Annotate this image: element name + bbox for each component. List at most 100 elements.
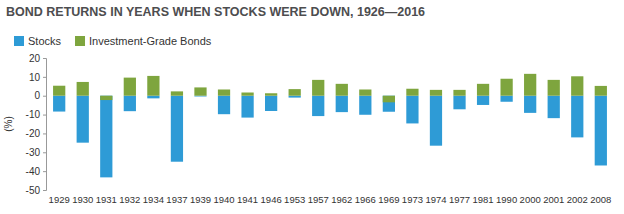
- y-tick: -50: [26, 185, 46, 196]
- x-tick-label: 2001: [543, 194, 564, 205]
- y-tick: -10: [26, 109, 46, 120]
- y-tick: 10: [29, 72, 46, 83]
- bar: [312, 80, 324, 96]
- y-tick-mark: [43, 58, 46, 59]
- x-tick-label: 1931: [96, 194, 117, 205]
- x-tick-label: 1977: [449, 194, 470, 205]
- x-tick-label: 1939: [190, 194, 211, 205]
- x-tick: 1934: [143, 194, 164, 205]
- x-tick: 1940: [213, 194, 234, 205]
- y-tick-mark: [43, 133, 46, 134]
- bar: [571, 76, 583, 95]
- y-axis-title: (%): [3, 116, 14, 132]
- x-tick: 2001: [543, 194, 564, 205]
- legend-swatch: [14, 36, 24, 46]
- bar: [406, 89, 418, 96]
- bar: [289, 96, 301, 98]
- bar: [548, 80, 560, 96]
- x-tick-label: 1953: [284, 194, 305, 205]
- y-tick-label: -20: [26, 128, 41, 139]
- bar: [53, 86, 65, 96]
- x-tick: 1969: [378, 194, 399, 205]
- x-tick: 1962: [331, 194, 352, 205]
- bar: [77, 82, 89, 96]
- bar: [124, 96, 136, 111]
- x-tick: 1974: [425, 194, 446, 205]
- x-tick: 1930: [72, 194, 93, 205]
- x-tick: 1981: [472, 194, 493, 205]
- bar: [336, 96, 348, 112]
- x-tick-label: 1929: [49, 194, 70, 205]
- y-tick: -40: [26, 166, 46, 177]
- bar: [265, 93, 277, 95]
- bar: [453, 90, 465, 96]
- bar: [430, 96, 442, 146]
- x-tick: 1932: [119, 194, 140, 205]
- bar: [595, 96, 607, 166]
- x-tick: 1939: [190, 194, 211, 205]
- legend-item: Stocks: [14, 35, 62, 47]
- bar: [359, 89, 371, 95]
- bar: [453, 96, 465, 110]
- bar: [312, 96, 324, 116]
- bar: [265, 96, 277, 111]
- bar: [477, 84, 489, 96]
- x-tick-label: 1957: [308, 194, 329, 205]
- y-tick-mark: [43, 171, 46, 172]
- x-tick: 1941: [237, 194, 258, 205]
- y-tick: 0: [34, 90, 46, 101]
- x-tick-label: 1962: [331, 194, 352, 205]
- x-tick-label: 1990: [496, 194, 517, 205]
- bar: [100, 96, 112, 178]
- plot-area: [53, 74, 607, 178]
- x-tick-label: 1946: [261, 194, 282, 205]
- y-tick-label: 0: [34, 90, 40, 101]
- y-axis: -50 -40 -30 -20 -10 0 10 20: [26, 53, 47, 196]
- bar: [359, 96, 371, 115]
- chart: BOND RETURNS IN YEARS WHEN STOCKS WERE D…: [0, 0, 624, 214]
- x-tick-label: 1932: [119, 194, 140, 205]
- x-tick-label: 1940: [213, 194, 234, 205]
- x-tick: 2002: [567, 194, 588, 205]
- x-tick-label: 1934: [143, 194, 164, 205]
- x-tick: 1990: [496, 194, 517, 205]
- bar: [241, 93, 253, 96]
- x-tick-label: 2000: [520, 194, 541, 205]
- bar: [100, 96, 112, 100]
- bar: [194, 87, 206, 95]
- bar: [500, 79, 512, 96]
- bar: [218, 96, 230, 114]
- x-tick: 1946: [261, 194, 282, 205]
- bar: [171, 96, 183, 162]
- x-tick-label: 1974: [425, 194, 446, 205]
- x-tick-label: 2008: [590, 194, 611, 205]
- x-tick: 1973: [402, 194, 423, 205]
- x-tick: 1966: [355, 194, 376, 205]
- y-tick-mark: [43, 190, 46, 191]
- x-tick-label: 1966: [355, 194, 376, 205]
- y-tick-mark: [43, 152, 46, 153]
- x-tick-label: 1930: [72, 194, 93, 205]
- x-tick: 1937: [166, 194, 187, 205]
- bar: [53, 96, 65, 112]
- y-tick: -30: [26, 147, 46, 158]
- x-tick-label: 1973: [402, 194, 423, 205]
- bar: [524, 96, 536, 113]
- x-tick: 1931: [96, 194, 117, 205]
- x-tick: 2000: [520, 194, 541, 205]
- bar: [241, 96, 253, 118]
- x-tick-label: 2002: [567, 194, 588, 205]
- x-tick-label: 1941: [237, 194, 258, 205]
- bar: [171, 91, 183, 95]
- bar: [218, 89, 230, 95]
- bar: [147, 96, 159, 99]
- x-tick-label: 1937: [166, 194, 187, 205]
- x-tick: 1957: [308, 194, 329, 205]
- x-tick: 2008: [590, 194, 611, 205]
- y-tick-mark: [43, 96, 46, 97]
- y-axis-line: [43, 59, 47, 191]
- bar: [477, 96, 489, 105]
- legend-label: Investment-Grade Bonds: [89, 35, 212, 47]
- y-tick: -20: [26, 128, 46, 139]
- y-tick-label: 20: [29, 53, 41, 64]
